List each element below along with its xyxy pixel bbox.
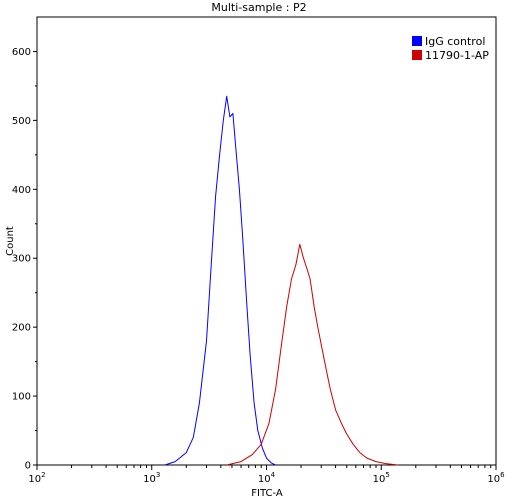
y-tick-label: 300 — [12, 254, 31, 265]
series-line-igg-control — [164, 95, 276, 466]
x-tick-label: 106 — [487, 471, 505, 485]
legend-swatch-igg-control — [412, 36, 422, 46]
y-axis: 0 100 200 300 400 500 600 — [12, 47, 37, 472]
series-layer — [164, 95, 399, 466]
y-tick-label: 500 — [12, 116, 31, 127]
legend-label-11790-1-ap: 11790-1-AP — [425, 49, 489, 62]
legend-label-igg-control: IgG control — [425, 35, 485, 48]
x-tick-label: 103 — [143, 471, 160, 485]
x-axis-label: FITC-A — [251, 488, 283, 499]
legend: IgG control 11790-1-AP — [412, 35, 489, 62]
x-tick-label: 105 — [373, 471, 390, 485]
legend-swatch-11790-1-ap — [412, 50, 422, 60]
series-line-11790-1-ap — [226, 243, 399, 466]
y-tick-label: 100 — [12, 392, 31, 403]
y-tick-label: 200 — [12, 323, 31, 334]
x-axis: 102 103 104 105 106 — [28, 465, 505, 485]
y-axis-label: Count — [5, 226, 16, 256]
plot-frame — [36, 16, 497, 466]
x-tick-label: 104 — [258, 471, 276, 485]
y-tick-label: 400 — [12, 185, 31, 196]
y-tick-label: 600 — [12, 47, 31, 58]
y-tick-label: 0 — [25, 461, 31, 472]
x-tick-label: 102 — [28, 471, 45, 485]
chart-title: Multi-sample : P2 — [211, 1, 306, 14]
